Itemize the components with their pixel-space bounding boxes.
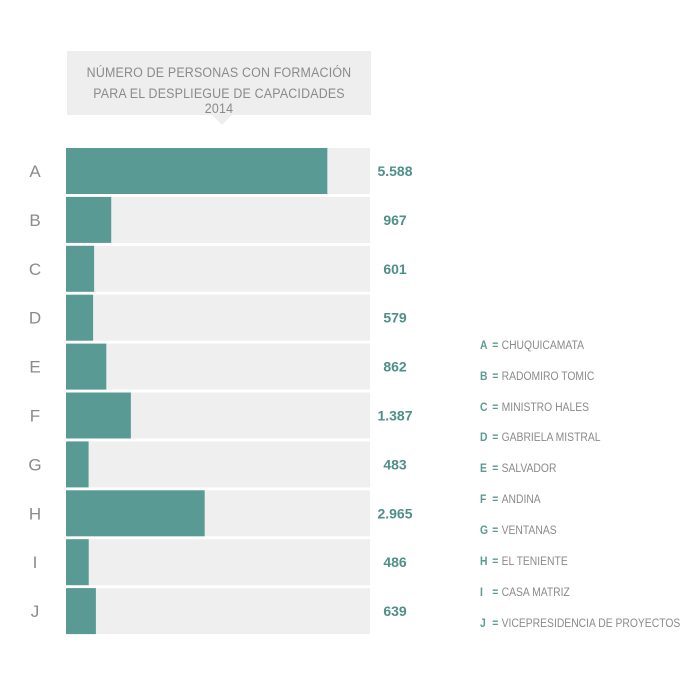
legend-key: H [480, 556, 488, 568]
legend-key: J [480, 618, 486, 630]
legend-label: RADOMIRO TOMIC [501, 371, 595, 383]
legend-separator: = [492, 432, 499, 444]
category-label: F [30, 407, 40, 426]
bar [66, 343, 107, 390]
legend-label: GABRIELA MISTRAL [501, 432, 601, 444]
bar-track [66, 294, 370, 341]
category-label: I [33, 553, 38, 572]
legend-item: E = SALVADOR [480, 463, 556, 475]
category-label: H [29, 504, 41, 523]
bar [66, 539, 89, 586]
bar [66, 148, 328, 194]
category-label: G [28, 455, 41, 474]
legend-key: F [480, 494, 487, 506]
data-label: 862 [383, 359, 407, 375]
legend-separator: = [492, 340, 499, 352]
chart-title-line-1: NÚMERO DE PERSONAS CON FORMACIÓN [86, 65, 352, 80]
category-label: C [29, 260, 41, 279]
data-label: 2.965 [377, 505, 412, 521]
legend-label: ANDINA [501, 494, 541, 506]
legend-item: A = CHUQUICAMATA [480, 340, 584, 352]
bar [66, 490, 205, 537]
legend-label: CHUQUICAMATA [501, 340, 585, 352]
legend-item: D = GABRIELA MISTRAL [480, 432, 601, 444]
category-label: B [29, 211, 40, 230]
category-label: E [29, 358, 40, 377]
legend-key: I [480, 587, 483, 599]
bar-track [66, 245, 370, 292]
bar-track [66, 441, 370, 488]
legend-key: A [480, 340, 488, 352]
bar [66, 588, 96, 635]
bar [66, 392, 131, 439]
legend-separator: = [492, 463, 499, 475]
legend-item: I = CASA MATRIZ [480, 587, 570, 599]
data-label: 601 [383, 261, 407, 277]
bar-track [66, 588, 370, 635]
legend-label: VICEPRESIDENCIA DE PROYECTOS [501, 618, 681, 630]
legend-separator: = [492, 587, 499, 599]
legend-item: G = VENTANAS [480, 525, 557, 537]
legend-item: C = MINISTRO HALES [480, 402, 589, 414]
bar [66, 196, 112, 243]
legend-label: EL TENIENTE [501, 556, 568, 568]
category-label: D [29, 309, 41, 328]
chart-title-line-2: PARA EL DESPLIEGUE DE CAPACIDADES 2014 [93, 86, 345, 116]
data-label: 486 [383, 554, 407, 570]
bar [66, 294, 94, 341]
legend-item: H = EL TENIENTE [480, 556, 568, 568]
data-label: 483 [383, 456, 407, 472]
data-label: 639 [383, 603, 407, 619]
legend-item: J = VICEPRESIDENCIA DE PROYECTOS [480, 618, 680, 630]
legend-key: D [480, 432, 488, 444]
legend-label: MINISTRO HALES [501, 402, 590, 414]
legend-label: VENTANAS [501, 525, 557, 537]
legend-separator: = [492, 525, 499, 537]
category-label: J [31, 602, 40, 621]
data-label: 5.588 [377, 163, 412, 179]
legend-item: F = ANDINA [480, 494, 541, 506]
legend-separator: = [492, 556, 499, 568]
legend-separator: = [492, 402, 499, 414]
legend-label: SALVADOR [501, 463, 557, 475]
bar-track [66, 196, 370, 243]
legend-label: CASA MATRIZ [501, 587, 570, 599]
legend-separator: = [492, 618, 499, 630]
data-label: 1.387 [377, 408, 412, 424]
legend-key: B [480, 371, 488, 383]
legend-separator: = [492, 494, 499, 506]
bar [66, 441, 89, 488]
bar-track [66, 343, 370, 390]
category-label: A [29, 162, 41, 181]
legend-item: B = RADOMIRO TOMIC [480, 371, 594, 383]
bar-track [66, 539, 370, 586]
legend-key: G [480, 525, 489, 537]
legend-key: C [480, 402, 488, 414]
bar [66, 245, 95, 292]
data-label: 967 [383, 212, 407, 228]
legend-separator: = [492, 371, 499, 383]
legend-key: E [480, 463, 487, 475]
chart-title-box: NÚMERO DE PERSONAS CON FORMACIÓN PARA EL… [67, 51, 371, 125]
data-label: 579 [383, 310, 407, 326]
